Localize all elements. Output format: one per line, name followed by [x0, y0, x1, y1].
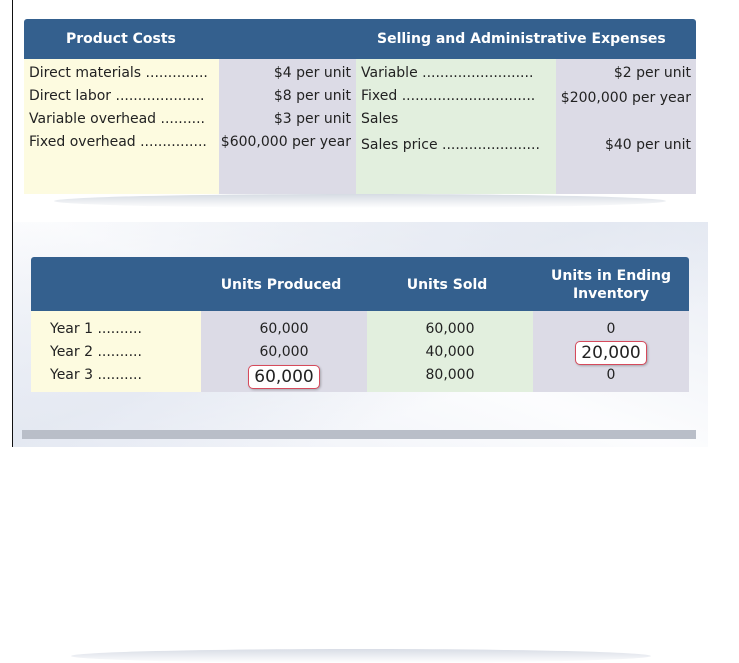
product-cost-value: $600,000 per year [220, 134, 351, 150]
selling-admin-heading: Selling and Administrative Expenses [377, 31, 666, 47]
cost-table: Product Costs Selling and Administrative… [24, 19, 696, 208]
ending-inventory-value: 20,000 [575, 341, 647, 365]
product-cost-value: $3 per unit [273, 111, 351, 127]
selling-admin-value: $2 per unit [613, 65, 691, 81]
product-cost-label-column: Direct materials .............. Direct l… [24, 59, 219, 194]
ending-inventory-highlight: 20,000 [533, 341, 689, 365]
selling-admin-value: $40 per unit [604, 137, 691, 153]
selling-admin-label: Variable ......................... [361, 65, 534, 81]
product-cost-value: $8 per unit [273, 88, 351, 104]
units-produced-column: 60,000 60,000 60,000 [201, 311, 367, 392]
ending-inventory-value: 0 [606, 321, 616, 337]
units-table: Units Produced Units Sold Units in Endin… [31, 257, 689, 663]
units-produced-value: 60,000 [248, 365, 320, 389]
selling-admin-value: $200,000 per year [560, 90, 691, 106]
units-produced-highlight: 60,000 [201, 365, 367, 389]
ending-inventory-column: 0 0 20,000 [533, 311, 689, 392]
product-cost-label: Variable overhead .......... [29, 111, 206, 127]
units-ending-inventory-heading: Units in Ending Inventory [550, 268, 671, 302]
units-table-header: Units Produced Units Sold Units in Endin… [31, 257, 689, 311]
left-border-line [12, 0, 13, 447]
product-costs-heading: Product Costs [66, 31, 176, 47]
units-produced-value: 60,000 [259, 321, 309, 337]
units-sold-column: 60,000 40,000 80,000 [367, 311, 533, 392]
product-cost-label: Direct materials .............. [29, 65, 208, 81]
selling-admin-label: Sales [361, 111, 399, 127]
units-sold-value: 40,000 [425, 344, 475, 360]
cost-table-body: Direct materials .............. Direct l… [24, 59, 696, 194]
year-label: Year 2 .......... [50, 344, 142, 360]
product-cost-label: Fixed overhead ............... [29, 134, 207, 150]
year-column: Year 1 .......... Year 2 .......... Year… [31, 311, 201, 392]
selling-admin-label: Sales price ...................... [361, 137, 540, 153]
units-produced-value: 60,000 [259, 344, 309, 360]
units-produced-heading: Units Produced [220, 277, 342, 293]
units-sold-heading: Units Sold [406, 277, 488, 293]
cost-table-header: Product Costs Selling and Administrative… [24, 19, 696, 59]
selling-admin-label-column: Variable ......................... Fixed… [356, 59, 556, 194]
year-label: Year 1 .......... [50, 321, 142, 337]
units-table-shadow [71, 649, 651, 663]
cost-table-shadow [54, 194, 666, 208]
bottom-scroll-bar [22, 430, 696, 439]
units-sold-value: 60,000 [425, 321, 475, 337]
selling-admin-label: Fixed .............................. [361, 88, 536, 104]
ending-inventory-value: 0 [606, 367, 616, 383]
units-table-body: Year 1 .......... Year 2 .......... Year… [31, 311, 689, 392]
units-sold-value: 80,000 [425, 367, 475, 383]
selling-admin-value-column: $2 per unit $200,000 per year $40 per un… [556, 59, 696, 194]
product-cost-label: Direct labor .................... [29, 88, 205, 104]
year-label: Year 3 .......... [50, 367, 142, 383]
product-cost-value-column: $4 per unit $8 per unit $3 per unit $600… [219, 59, 356, 194]
product-cost-value: $4 per unit [273, 65, 351, 81]
